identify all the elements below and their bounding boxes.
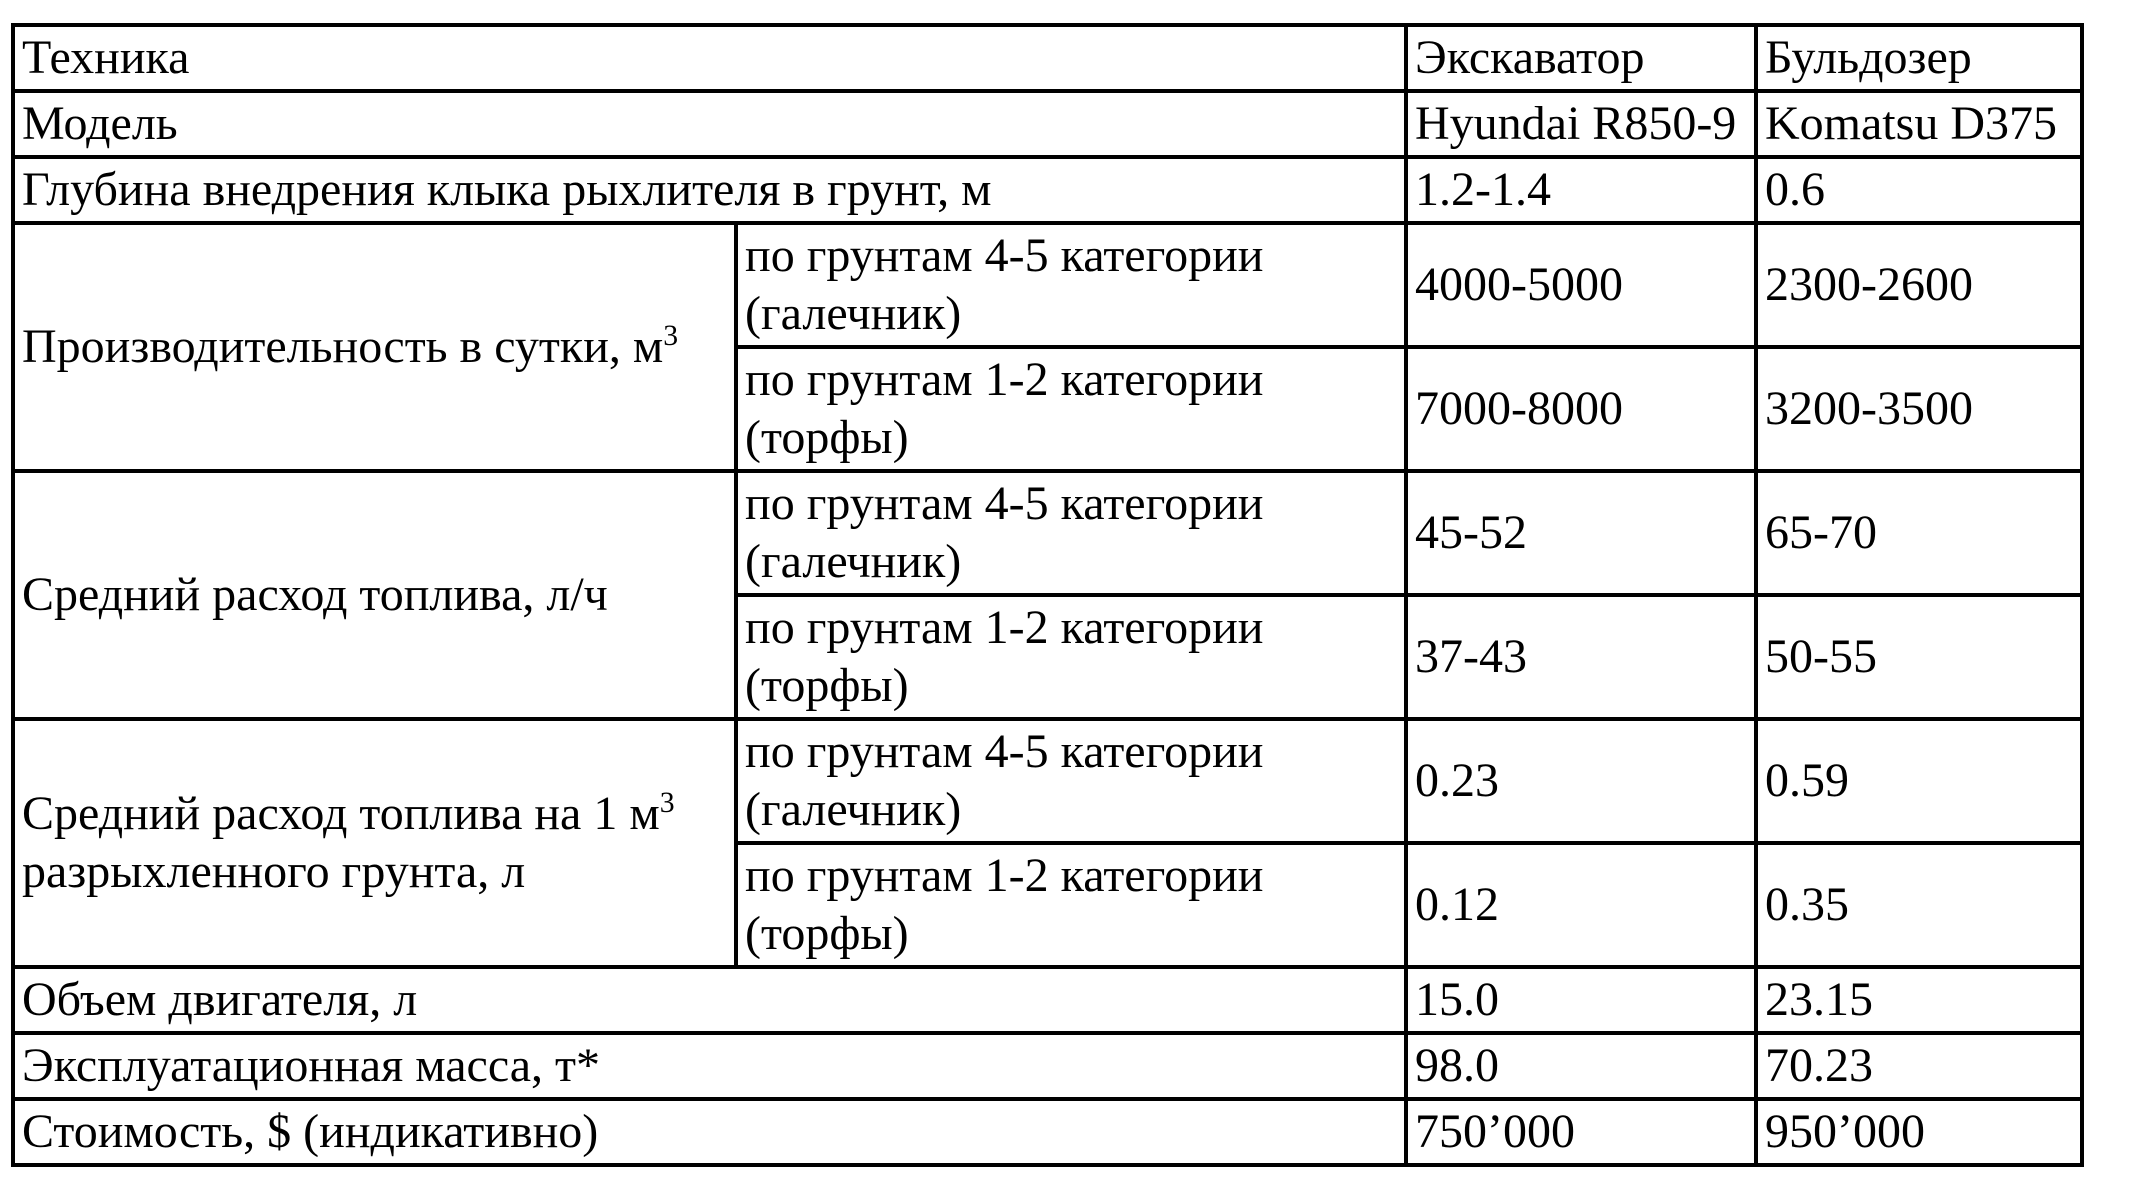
excavator-productivity-gravel-value: 4000-5000 [1404, 221, 1758, 349]
excavator-productivity-peat-value: 7000-8000 [1404, 345, 1758, 473]
equipment-comparison-table: Техника Экскаватор Бульдозер Модель Hyun… [11, 23, 2084, 1167]
bulldozer-fuelhour-gravel-value: 65-70 [1754, 469, 2084, 597]
excavator-column-header: Экскаватор [1404, 23, 1758, 93]
bulldozer-fuelm3-peat-value: 0.35 [1754, 841, 2084, 969]
bulldozer-depth-value: 0.6 [1754, 155, 2084, 225]
excavator-fuelhour-gravel-value: 45-52 [1404, 469, 1758, 597]
subparam-label-gravel: по грунтам 4-5 категории (галечник) [734, 717, 1408, 845]
table-row-depth: Глубина внедрения клыка рыхлителя в грун… [11, 155, 2084, 225]
table-row-model: Модель Hyundai R850-9 Komatsu D375 [11, 89, 2084, 159]
excavator-fuelm3-peat-value: 0.12 [1404, 841, 1758, 969]
bulldozer-fuelhour-peat-value: 50-55 [1754, 593, 2084, 721]
table-row-fuelm3-peat: по грунтам 1-2 категории (торфы) 0.12 0.… [13, 841, 2084, 969]
param-label-depth: Глубина внедрения клыка рыхлителя в грун… [11, 155, 1408, 225]
param-label-mass: Эксплуатационная масса, т* [11, 1031, 1408, 1101]
param-label-model: Модель [11, 89, 1408, 159]
param-label-fuel-per-m3-pre: Средний расход топлива на 1 м [22, 787, 660, 841]
table-row-productivity-peat: по грунтам 1-2 категории (торфы) 7000-80… [13, 345, 2084, 473]
bulldozer-column-header: Бульдозер [1754, 23, 2084, 93]
bulldozer-price-value: 950’000 [1754, 1097, 2084, 1167]
param-label-engine: Объем двигателя, л [11, 965, 1408, 1035]
subparam-label-peat: по грунтам 1-2 категории (торфы) [734, 841, 1408, 969]
subparam-label-gravel: по грунтам 4-5 категории (галечник) [734, 221, 1408, 349]
excavator-fuelhour-peat-value: 37-43 [1404, 593, 1758, 721]
excavator-fuelm3-gravel-value: 0.23 [1404, 717, 1758, 845]
subparam-label-peat: по грунтам 1-2 категории (торфы) [734, 593, 1408, 721]
param-label-fuel-per-m3: Средний расход топлива на 1 м3 разрыхлен… [11, 717, 738, 969]
table-row-fuelhour-gravel: Средний расход топлива, л/ч по грунтам 4… [11, 469, 2084, 721]
bulldozer-productivity-peat-value: 3200-3500 [1754, 345, 2084, 473]
bulldozer-fuelm3-gravel-value: 0.59 [1754, 717, 2084, 845]
excavator-price-value: 750’000 [1404, 1097, 1758, 1167]
param-label-fuel-per-m3-post: разрыхленного грунта, л [22, 845, 526, 898]
table-row-header: Техника Экскаватор Бульдозер [11, 23, 2084, 93]
table-row-mass: Эксплуатационная масса, т* 98.0 70.23 [11, 1031, 2084, 1101]
table-row-fuelm3-gravel: Средний расход топлива на 1 м3 разрыхлен… [11, 717, 2084, 969]
param-label-productivity-text: Производительность в сутки, м [22, 320, 664, 374]
table-row-fuelhour-peat: по грунтам 1-2 категории (торфы) 37-43 5… [13, 593, 2084, 721]
table-row-engine: Объем двигателя, л 15.0 23.15 [11, 965, 2084, 1035]
bulldozer-productivity-gravel-value: 2300-2600 [1754, 221, 2084, 349]
excavator-model-value: Hyundai R850-9 [1404, 89, 1758, 159]
excavator-mass-value: 98.0 [1404, 1031, 1758, 1101]
bulldozer-mass-value: 70.23 [1754, 1031, 2084, 1101]
param-label-fuel-per-hour: Средний расход топлива, л/ч [11, 469, 738, 721]
param-label-technique: Техника [11, 23, 1408, 93]
excavator-depth-value: 1.2-1.4 [1404, 155, 1758, 225]
superscript-3: 3 [659, 786, 675, 820]
bulldozer-engine-value: 23.15 [1754, 965, 2084, 1035]
subparam-label-gravel: по грунтам 4-5 категории (галечник) [734, 469, 1408, 597]
param-label-productivity: Производительность в сутки, м3 [11, 221, 738, 473]
excavator-engine-value: 15.0 [1404, 965, 1758, 1035]
bulldozer-model-value: Komatsu D375 [1754, 89, 2084, 159]
superscript-3: 3 [663, 319, 679, 353]
param-label-price: Стоимость, $ (индикативно) [11, 1097, 1408, 1167]
table-row-price: Стоимость, $ (индикативно) 750’000 950’0… [11, 1097, 2084, 1167]
subparam-label-peat: по грунтам 1-2 категории (торфы) [734, 345, 1408, 473]
table-row-productivity-gravel: Производительность в сутки, м3 по грунта… [11, 221, 2084, 473]
